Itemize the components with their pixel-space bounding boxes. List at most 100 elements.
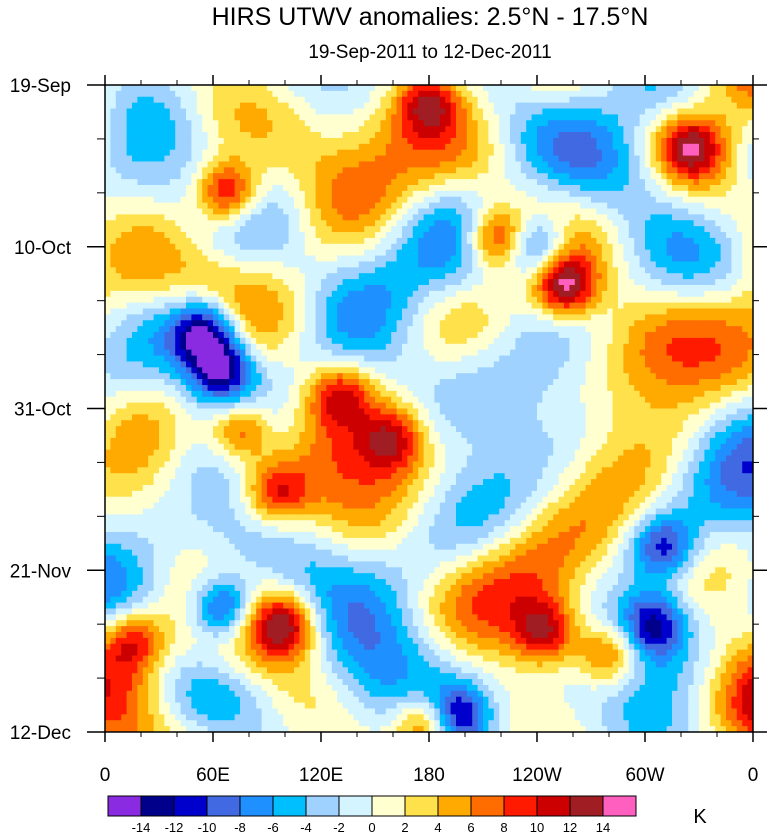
field-cell — [288, 214, 295, 221]
field-cell — [472, 220, 479, 227]
field-cell — [310, 143, 317, 151]
field-cell — [137, 184, 144, 192]
field-cell — [153, 267, 160, 274]
field-cell — [142, 320, 149, 327]
field-cell — [574, 167, 581, 174]
field-cell — [315, 196, 322, 204]
field-cell — [591, 149, 597, 157]
field-cell — [520, 137, 527, 145]
field-cell — [477, 326, 484, 333]
field-cell — [423, 220, 430, 227]
field-cell — [137, 196, 144, 204]
field-cell — [288, 96, 295, 104]
field-cell — [402, 102, 408, 110]
field-cell — [580, 173, 587, 180]
field-cell — [445, 96, 452, 104]
field-cell — [742, 173, 749, 180]
field-cell — [450, 108, 457, 116]
field-cell — [213, 208, 219, 215]
field-cell — [159, 190, 165, 198]
field-cell — [331, 196, 338, 204]
field-cell — [261, 296, 268, 304]
field-cell — [661, 161, 668, 168]
field-cell — [169, 190, 176, 198]
field-cell — [655, 196, 662, 204]
field-cell — [148, 273, 155, 280]
field-cell — [412, 226, 419, 233]
field-cell — [391, 326, 398, 333]
field-cell — [375, 326, 381, 333]
field-cell — [267, 155, 273, 163]
field-cell — [240, 255, 246, 263]
field-cell — [704, 161, 711, 168]
field-cell — [704, 249, 711, 257]
field-cell — [693, 114, 700, 121]
field-cell — [223, 167, 230, 174]
field-cell — [407, 202, 414, 210]
field-cell — [445, 267, 452, 274]
field-cell — [456, 143, 462, 151]
field-cell — [115, 326, 122, 333]
field-cell — [169, 208, 176, 215]
field-cell — [574, 290, 581, 298]
field-cell — [402, 302, 408, 310]
field-cell — [175, 114, 182, 121]
field-cell — [607, 202, 614, 210]
field-cell — [321, 279, 327, 286]
field-cell — [148, 208, 155, 215]
field-cell — [175, 161, 182, 168]
field-cell — [537, 202, 543, 210]
field-cell — [585, 279, 592, 286]
field-cell — [283, 243, 290, 251]
field-cell — [261, 308, 268, 315]
field-cell — [661, 320, 668, 327]
field-cell — [596, 208, 603, 215]
field-cell — [126, 179, 133, 186]
field-cell — [526, 90, 533, 98]
field-cell — [580, 137, 587, 145]
field-cell — [574, 279, 581, 286]
field-cell — [234, 126, 241, 133]
field-cell — [504, 132, 511, 139]
field-cell — [434, 137, 441, 145]
field-cell — [348, 320, 354, 327]
field-cell — [321, 284, 327, 292]
field-cell — [574, 96, 581, 104]
field-cell — [250, 126, 257, 133]
field-cell — [407, 208, 414, 215]
field-cell — [461, 190, 468, 198]
field-cell — [666, 90, 673, 98]
field-cell — [445, 232, 452, 239]
field-cell — [385, 308, 392, 315]
field-cell — [720, 279, 727, 286]
field-cell — [472, 108, 479, 116]
field-cell — [736, 308, 743, 315]
field-cell — [558, 90, 565, 98]
field-cell — [650, 143, 657, 151]
field-cell — [321, 255, 327, 263]
field-cell — [726, 314, 732, 321]
field-cell — [375, 267, 381, 274]
field-cell — [639, 214, 646, 221]
field-cell — [299, 120, 306, 127]
field-cell — [418, 273, 425, 280]
field-cell — [223, 108, 230, 116]
field-cell — [121, 290, 128, 298]
field-cell — [115, 220, 122, 227]
field-cell — [412, 173, 419, 180]
field-cell — [164, 202, 171, 210]
field-cell — [726, 161, 732, 168]
field-cell — [461, 214, 468, 221]
field-cell — [315, 126, 322, 133]
field-cell — [331, 155, 338, 163]
field-cell — [288, 220, 295, 227]
field-cell — [121, 320, 128, 327]
field-cell — [132, 220, 138, 227]
field-cell — [569, 190, 576, 198]
field-cell — [310, 279, 317, 286]
field-cell — [294, 261, 300, 268]
field-cell — [672, 196, 678, 204]
field-cell — [520, 179, 527, 186]
field-cell — [672, 85, 678, 92]
field-cell — [585, 220, 592, 227]
